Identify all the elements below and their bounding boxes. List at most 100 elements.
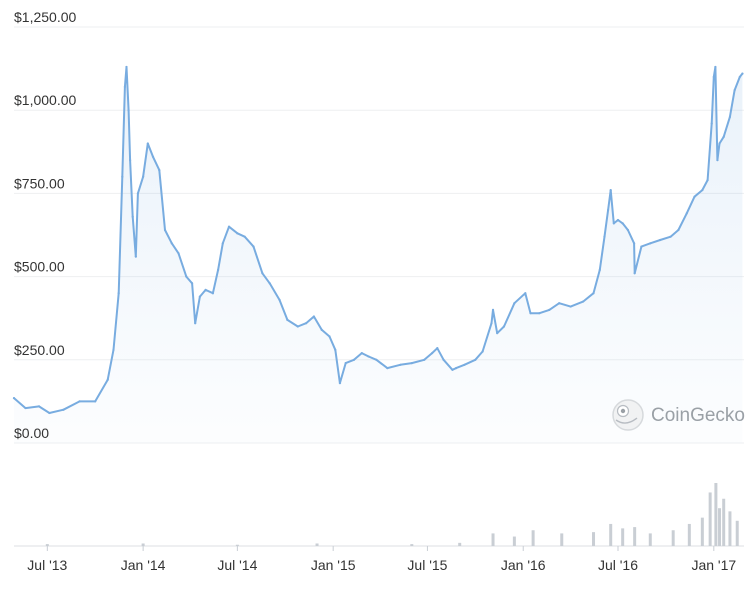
price-point xyxy=(78,400,81,403)
price-point xyxy=(728,115,732,118)
volume-bar xyxy=(718,508,722,546)
volume-bar xyxy=(687,523,691,546)
volume-bar xyxy=(592,532,596,546)
price-point xyxy=(117,292,120,295)
price-point xyxy=(146,142,149,145)
price-point xyxy=(123,85,127,89)
price-point xyxy=(62,408,65,411)
price-point xyxy=(338,381,342,385)
price-point xyxy=(217,268,220,272)
volume-bar xyxy=(714,483,718,546)
price-point xyxy=(607,208,610,212)
price-point xyxy=(312,315,316,318)
price-area-fill xyxy=(14,66,743,444)
price-point xyxy=(129,159,132,162)
volume-bar xyxy=(633,527,637,546)
price-point xyxy=(386,367,389,370)
price-point xyxy=(548,308,551,311)
price-point xyxy=(513,302,516,305)
price-point xyxy=(490,322,493,325)
price-point xyxy=(436,347,439,350)
price-point xyxy=(211,292,215,295)
price-point xyxy=(481,350,484,353)
price-point xyxy=(538,312,541,315)
volume-bar xyxy=(708,492,712,546)
volume-bar xyxy=(531,530,535,546)
price-point xyxy=(712,75,715,79)
price-point xyxy=(278,298,281,301)
x-tick-label: Jul '14 xyxy=(217,557,257,573)
price-point xyxy=(474,358,477,361)
price-point xyxy=(252,245,255,248)
price-point xyxy=(410,362,413,365)
volume-bar xyxy=(235,544,239,546)
price-point xyxy=(12,396,16,400)
price-point xyxy=(616,218,620,222)
price-point xyxy=(706,178,709,182)
price-point xyxy=(328,335,331,338)
price-point xyxy=(151,155,155,158)
volume-bar xyxy=(671,530,675,546)
price-point xyxy=(431,352,434,355)
price-point xyxy=(37,405,41,408)
price-point xyxy=(710,122,713,125)
price-point xyxy=(659,238,662,242)
price-point xyxy=(367,355,370,358)
price-point xyxy=(198,295,201,298)
watermark-text: CoinGecko xyxy=(651,405,745,426)
price-point xyxy=(569,305,572,308)
price-point xyxy=(463,363,466,366)
price-point xyxy=(693,195,696,198)
price-point xyxy=(733,89,736,92)
price-point xyxy=(352,358,356,361)
price-point xyxy=(185,275,188,278)
price-point xyxy=(236,232,239,235)
x-tick-label: Jan '15 xyxy=(311,557,356,573)
x-tick-label: Jan '16 xyxy=(501,557,546,573)
price-point xyxy=(716,159,719,162)
y-tick-label: $1,250.00 xyxy=(14,9,76,25)
volume-bar xyxy=(458,542,462,546)
price-point xyxy=(136,192,140,195)
y-tick-label: $500.00 xyxy=(14,259,65,275)
y-tick-label: $750.00 xyxy=(14,175,65,191)
price-point xyxy=(496,332,499,335)
price-point xyxy=(121,175,124,178)
price-point xyxy=(227,225,231,228)
price-point xyxy=(170,242,173,245)
price-point xyxy=(163,228,167,232)
price-point xyxy=(268,282,271,285)
price-series xyxy=(12,65,744,444)
volume-bar xyxy=(728,511,732,546)
price-point xyxy=(142,175,145,178)
price-point xyxy=(633,272,636,275)
price-point xyxy=(722,135,725,138)
price-point xyxy=(190,282,194,285)
price-point xyxy=(131,215,134,218)
price-point xyxy=(204,288,207,292)
volume-bar xyxy=(512,536,516,546)
price-point xyxy=(296,325,299,328)
price-point xyxy=(125,65,128,69)
x-tick-label: Jul '13 xyxy=(27,557,67,573)
price-point xyxy=(112,348,115,351)
price-point xyxy=(344,362,347,365)
price-point xyxy=(127,109,130,112)
volume-bar xyxy=(560,533,564,546)
volume-bar xyxy=(735,520,739,546)
price-point xyxy=(375,358,378,361)
price-point xyxy=(194,322,197,325)
price-point xyxy=(177,252,180,255)
price-point xyxy=(320,328,323,331)
price-point xyxy=(529,312,532,315)
price-point xyxy=(558,302,561,305)
volume-bar xyxy=(609,523,613,546)
price-point xyxy=(603,235,606,238)
x-axis: Jul '13 Jan '14 Jul '14 Jan '15 Jul '15 Jan '… xyxy=(27,546,736,573)
price-point xyxy=(491,308,495,311)
price-point xyxy=(626,228,629,232)
price-point xyxy=(592,292,595,295)
price-point xyxy=(334,348,337,351)
price-point xyxy=(221,242,224,245)
